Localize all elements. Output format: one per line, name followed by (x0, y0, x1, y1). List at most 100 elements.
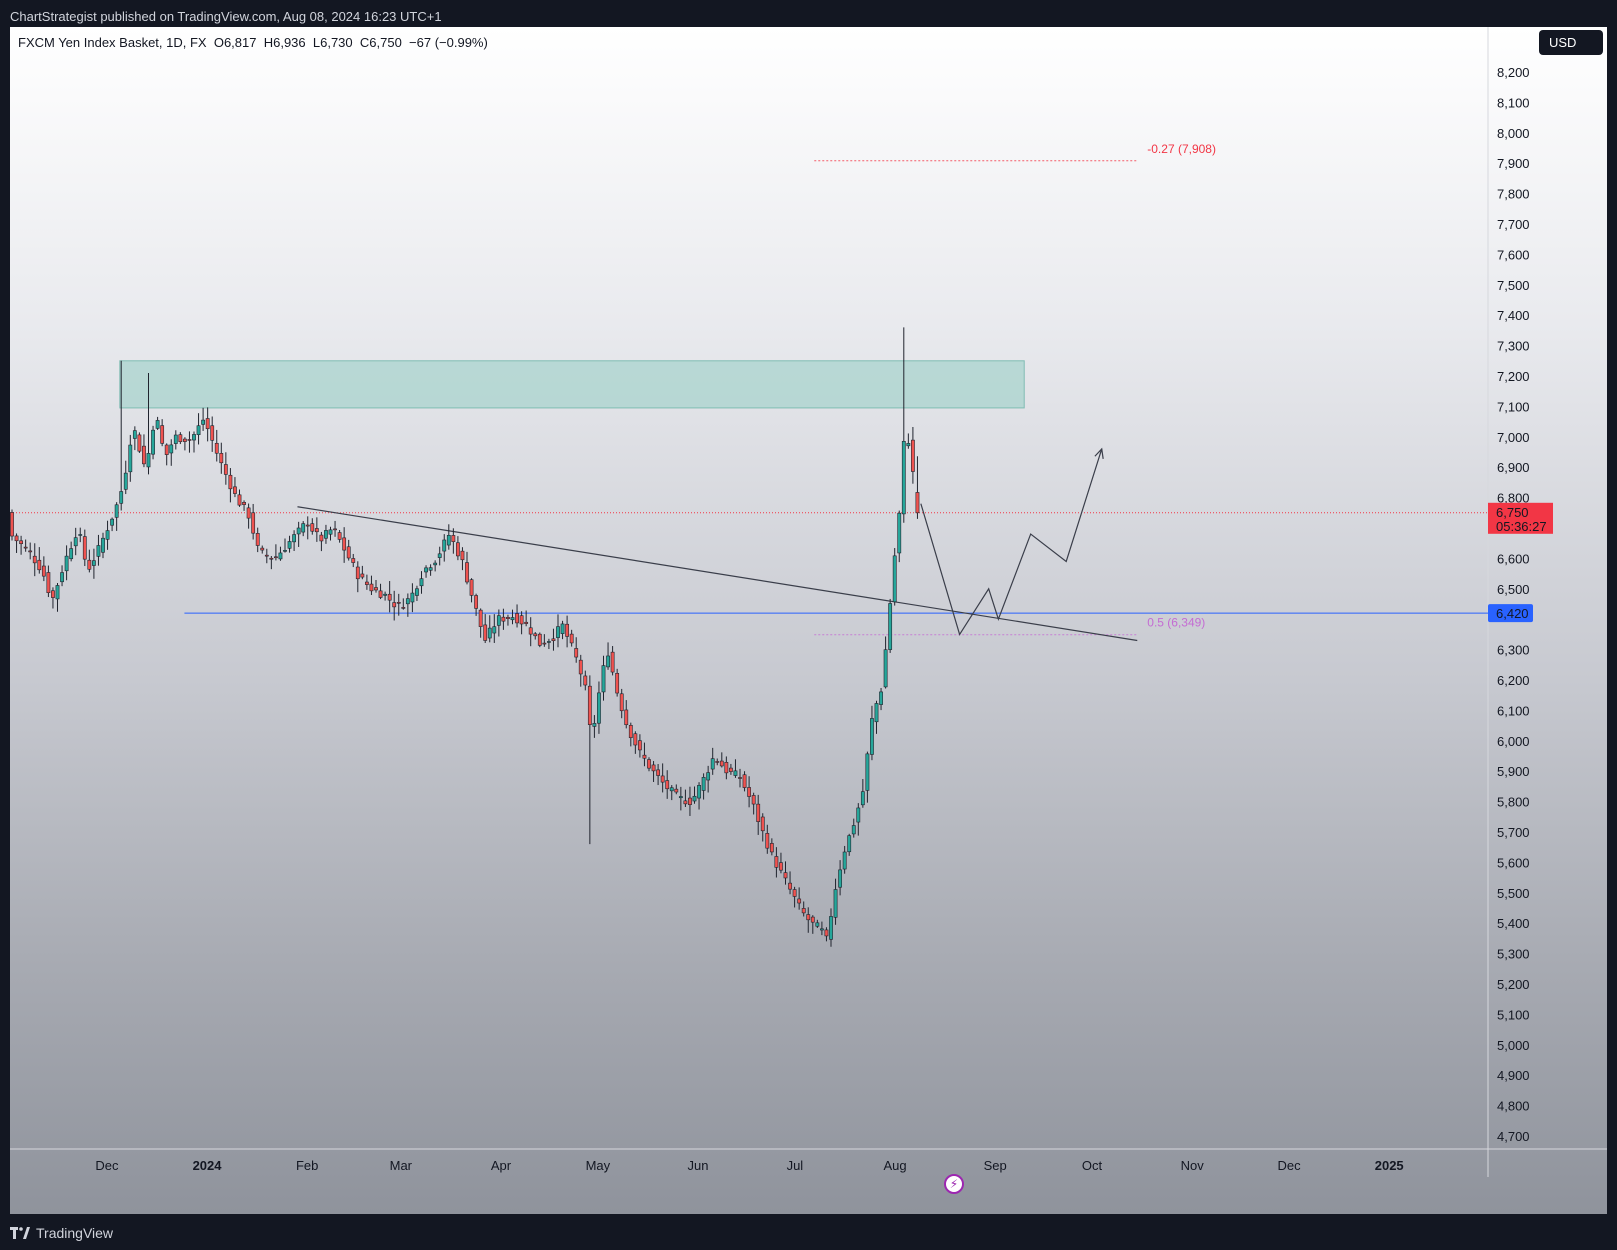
candle-body (797, 898, 802, 904)
candle-body (273, 556, 278, 559)
candle-body (51, 590, 55, 598)
candle-body (87, 559, 92, 570)
candle-body (301, 523, 306, 533)
y-tick-label: 7,900 (1497, 156, 1530, 171)
support-price-label: 6,420 (1496, 606, 1529, 621)
candle-body (888, 603, 893, 650)
candle-body (915, 492, 920, 514)
candle-body (688, 797, 692, 805)
candles-group (10, 327, 920, 947)
y-tick-label: 5,900 (1497, 764, 1530, 779)
candle-body (132, 430, 137, 439)
projection-arrowhead (1094, 447, 1104, 459)
y-tick-label: 7,600 (1497, 247, 1530, 262)
candle-body (178, 434, 183, 443)
x-tick-label: Jun (688, 1158, 709, 1173)
y-tick-label: 4,800 (1497, 1099, 1530, 1114)
candle-body (674, 788, 679, 793)
candle-body (806, 914, 811, 921)
candle-body (565, 623, 570, 637)
symbol-title[interactable]: FXCM Yen Index Basket, 1D, FX (18, 35, 207, 50)
x-tick-label: Apr (491, 1158, 512, 1173)
candle-body (551, 638, 556, 642)
candle-body (847, 835, 852, 853)
candle-body (424, 567, 428, 573)
candle-body (728, 767, 733, 772)
candle-body (119, 491, 124, 504)
candle-body (142, 445, 146, 465)
candle-body (328, 529, 333, 535)
x-tick-label: 2024 (193, 1158, 223, 1173)
currency-selector[interactable]: USD (1539, 30, 1603, 55)
candle-body (838, 869, 843, 888)
x-tick-label: Dec (1278, 1158, 1302, 1173)
candle-body (278, 552, 283, 560)
candle-body (260, 547, 265, 551)
y-tick-label: 7,300 (1497, 339, 1530, 354)
candle-body (556, 626, 560, 638)
y-tick-label: 6,000 (1497, 734, 1530, 749)
candle-body (10, 512, 14, 537)
candle-body (601, 665, 606, 693)
y-tick-label: 7,800 (1497, 187, 1530, 202)
candle-body (46, 572, 51, 594)
candle-body (314, 528, 319, 533)
candle-body (169, 444, 174, 454)
candle-body (23, 546, 28, 549)
candle-body (660, 775, 665, 783)
candle-body (774, 856, 779, 868)
chart-pane[interactable]: -0.27 (7,908) 0.5 (6,349) 8,200 8,100 8,000 7… (10, 27, 1607, 1214)
candle-body (860, 791, 865, 806)
candle-body (428, 567, 433, 571)
legend-high: H6,936 (263, 35, 306, 50)
candle-body (478, 609, 483, 627)
candle-body (123, 472, 128, 490)
candle-body (378, 590, 383, 598)
tradingview-logo-icon[interactable] (10, 1226, 30, 1239)
candle-body (542, 642, 547, 645)
candle-body (610, 651, 615, 673)
candle-body (19, 540, 24, 545)
candle-body (460, 550, 465, 561)
x-tick-label: Feb (296, 1158, 318, 1173)
candle-body (487, 627, 492, 639)
candle-body (355, 566, 360, 580)
candle-body (292, 534, 297, 543)
lightning-icon[interactable]: ⚡ (944, 1174, 964, 1194)
candle-body (364, 581, 369, 585)
candle-body (73, 537, 78, 547)
candle-body (114, 504, 119, 518)
candle-body (528, 627, 533, 635)
candle-body (69, 548, 74, 560)
footer-brand[interactable]: TradingView (36, 1224, 114, 1241)
candle-body (396, 602, 401, 604)
candle-body (37, 559, 42, 571)
candle-body (415, 588, 419, 596)
y-tick-label: 6,100 (1497, 703, 1530, 718)
candle-body (205, 418, 210, 430)
y-tick-label: 5,600 (1497, 855, 1530, 870)
y-tick-label: 8,000 (1497, 126, 1530, 141)
candle-body (410, 592, 415, 603)
candle-body (669, 787, 674, 792)
symbol-legend[interactable]: FXCM Yen Index Basket, 1D, FX O6,817 H6,… (18, 35, 488, 50)
y-tick-label: 8,100 (1497, 95, 1530, 110)
candle-body (569, 633, 574, 644)
candle-body (269, 557, 274, 560)
candle-body (606, 655, 610, 668)
candle-body (574, 648, 579, 658)
x-tick-label: Mar (390, 1158, 413, 1173)
candle-body (305, 524, 310, 527)
candle-body (733, 770, 738, 776)
y-tick-label: 5,800 (1497, 795, 1530, 810)
candle-body (251, 512, 256, 534)
price-chart[interactable]: -0.27 (7,908) 0.5 (6,349) 8,200 8,100 8,000 7… (10, 27, 1607, 1214)
candle-body (706, 772, 711, 781)
candle-body (637, 740, 642, 751)
candle-body (519, 615, 524, 625)
candle-body (897, 512, 902, 554)
candle-body (164, 444, 169, 455)
candle-body (719, 760, 724, 767)
candle-body (683, 800, 688, 805)
candle-body (724, 762, 729, 774)
